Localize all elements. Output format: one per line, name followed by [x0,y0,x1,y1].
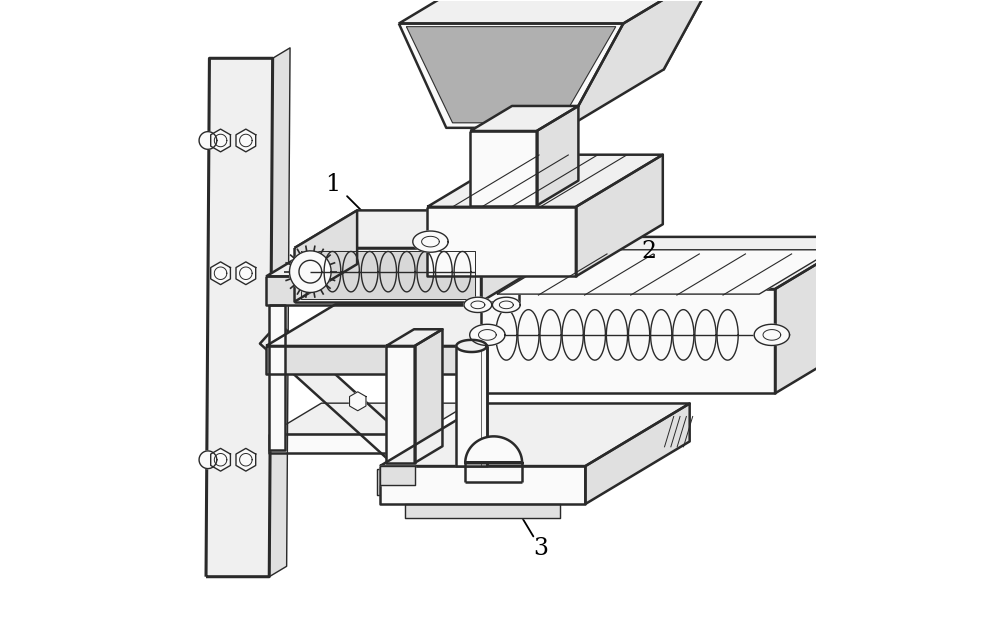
Polygon shape [481,289,775,393]
Polygon shape [269,434,418,453]
Polygon shape [470,106,578,131]
Polygon shape [236,129,256,152]
Polygon shape [350,392,366,411]
Polygon shape [266,276,513,305]
Polygon shape [513,304,582,375]
Polygon shape [211,129,230,152]
Polygon shape [427,155,663,207]
Polygon shape [492,297,520,312]
Polygon shape [380,466,585,504]
Polygon shape [266,304,582,346]
Polygon shape [386,330,442,346]
Polygon shape [206,58,273,577]
Polygon shape [456,340,487,352]
Polygon shape [465,436,522,463]
Polygon shape [301,251,475,298]
Polygon shape [380,466,415,485]
Polygon shape [269,305,285,450]
Polygon shape [464,297,492,312]
Polygon shape [470,131,537,206]
Polygon shape [211,262,230,284]
Polygon shape [295,210,544,248]
Polygon shape [380,403,690,466]
Polygon shape [295,248,481,302]
Polygon shape [377,469,437,495]
Polygon shape [211,448,230,471]
Polygon shape [481,237,862,289]
Text: 2: 2 [641,239,656,263]
Polygon shape [576,155,663,276]
Polygon shape [484,248,519,302]
Polygon shape [199,131,217,149]
Polygon shape [236,262,256,284]
Polygon shape [199,451,217,469]
Polygon shape [406,27,616,123]
Polygon shape [481,210,544,302]
Polygon shape [496,0,721,69]
Polygon shape [399,0,721,23]
Polygon shape [427,207,576,276]
Polygon shape [513,235,582,305]
Polygon shape [415,330,442,463]
Polygon shape [236,448,256,471]
Polygon shape [775,237,862,393]
Polygon shape [497,250,833,294]
Polygon shape [295,210,357,302]
Polygon shape [266,346,513,375]
Text: 3: 3 [534,537,549,560]
Polygon shape [754,324,790,345]
Polygon shape [266,235,582,276]
Polygon shape [386,346,415,463]
Polygon shape [399,23,623,128]
Polygon shape [405,504,560,518]
Text: 1: 1 [325,173,340,196]
Polygon shape [269,48,290,577]
Polygon shape [290,251,331,293]
Polygon shape [566,0,721,128]
Polygon shape [413,231,448,252]
Polygon shape [537,106,578,206]
Polygon shape [456,346,487,466]
Polygon shape [585,403,690,504]
Polygon shape [470,324,505,345]
Polygon shape [269,403,470,434]
Polygon shape [260,323,443,492]
